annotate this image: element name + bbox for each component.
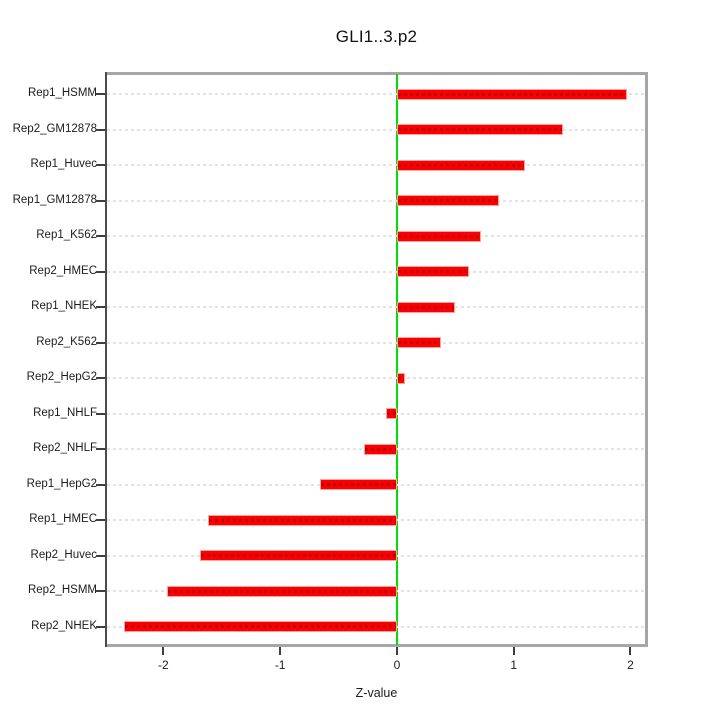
y-tick-label: Rep1_HepG2 — [26, 477, 97, 490]
y-tick-mark — [96, 341, 105, 344]
chart-title: GLI1..3.p2 — [335, 27, 418, 46]
gridline — [107, 93, 645, 95]
y-tick-label: Rep1_K562 — [36, 229, 97, 241]
plot-border-top — [105, 72, 648, 75]
bar-Rep1_GM12878 — [396, 195, 499, 206]
y-tick-mark — [96, 448, 105, 450]
y-tick-label: Rep1_Huvec — [30, 158, 97, 170]
y-tick-mark — [96, 625, 105, 628]
plot-area — [105, 72, 648, 647]
bar-Rep1_HSMM — [396, 88, 627, 100]
y-tick-label: Rep2_HMEC — [29, 264, 97, 277]
y-tick-label: Rep1_NHLF — [33, 406, 97, 419]
x-tick-label: -2 — [158, 658, 169, 672]
y-tick-mark — [96, 377, 105, 379]
bar-Rep1_HMEC — [207, 514, 397, 526]
x-tick-label: 2 — [627, 658, 634, 672]
gridline — [107, 199, 645, 202]
x-axis-label: Z-value — [355, 686, 398, 700]
gridline — [107, 412, 645, 415]
bar-Rep1_NHLF — [386, 408, 397, 419]
bar-Rep2_Huvec — [199, 550, 397, 561]
y-tick-label: Rep2_K562 — [36, 335, 97, 348]
bar-Rep1_Huvec — [396, 159, 526, 171]
gridline — [107, 128, 645, 131]
gridline — [107, 341, 645, 344]
bar-Rep2_GM12878 — [396, 124, 563, 135]
x-tick-mark — [162, 647, 165, 655]
bar-Rep2_K562 — [396, 337, 442, 348]
x-tick-mark — [629, 647, 632, 655]
x-tick-label: -1 — [274, 658, 286, 672]
gridline — [107, 377, 645, 379]
x-tick-mark — [279, 647, 282, 655]
gridline — [107, 164, 645, 166]
y-tick-label: Rep2_Huvec — [30, 548, 97, 561]
y-tick-mark — [96, 412, 105, 415]
y-tick-label: Rep2_GM12878 — [12, 122, 97, 135]
y-tick-label: Rep2_NHLF — [33, 442, 97, 454]
gridline — [107, 235, 645, 237]
y-tick-mark — [96, 519, 105, 521]
x-tick-label: 0 — [393, 658, 401, 672]
bar-Rep2_HSMM — [166, 585, 397, 597]
gridline — [107, 270, 645, 273]
bar-Rep2_HMEC — [396, 266, 470, 277]
y-tick-mark — [96, 306, 105, 308]
zero-reference-line — [395, 74, 398, 645]
y-tick-label: Rep1_GM12878 — [12, 193, 97, 206]
x-tick-mark — [512, 647, 515, 655]
gridline — [107, 306, 645, 308]
bar-Rep1_K562 — [396, 230, 481, 242]
y-tick-label: Rep2_NHEK — [31, 619, 97, 632]
y-tick-mark — [96, 164, 105, 166]
bar-Rep2_NHEK — [123, 621, 397, 632]
y-tick-mark — [96, 235, 105, 237]
bar-Rep1_NHEK — [396, 301, 456, 313]
y-tick-mark — [96, 93, 105, 95]
x-tick-mark — [395, 647, 398, 655]
y-tick-mark — [96, 483, 105, 486]
y-tick-label: Rep2_HSMM — [27, 584, 97, 596]
bar-Rep1_HepG2 — [319, 479, 397, 490]
y-tick-mark — [96, 199, 105, 202]
y-tick-mark — [96, 554, 105, 557]
y-tick-mark — [96, 128, 105, 131]
bar-Rep2_NHLF — [364, 443, 397, 455]
plot-border-bottom — [105, 644, 648, 647]
plot-border-right — [645, 72, 648, 647]
y-tick-label: Rep2_HepG2 — [26, 371, 97, 383]
y-tick-mark — [96, 590, 105, 592]
x-tick-label: 1 — [510, 658, 518, 672]
y-tick-label: Rep1_HMEC — [29, 513, 97, 525]
bar-Rep2_HepG2 — [396, 372, 406, 384]
y-tick-label: Rep1_HSMM — [27, 87, 97, 99]
plot-border-left — [105, 72, 107, 647]
y-tick-mark — [96, 270, 105, 273]
y-tick-label: Rep1_NHEK — [31, 300, 97, 312]
